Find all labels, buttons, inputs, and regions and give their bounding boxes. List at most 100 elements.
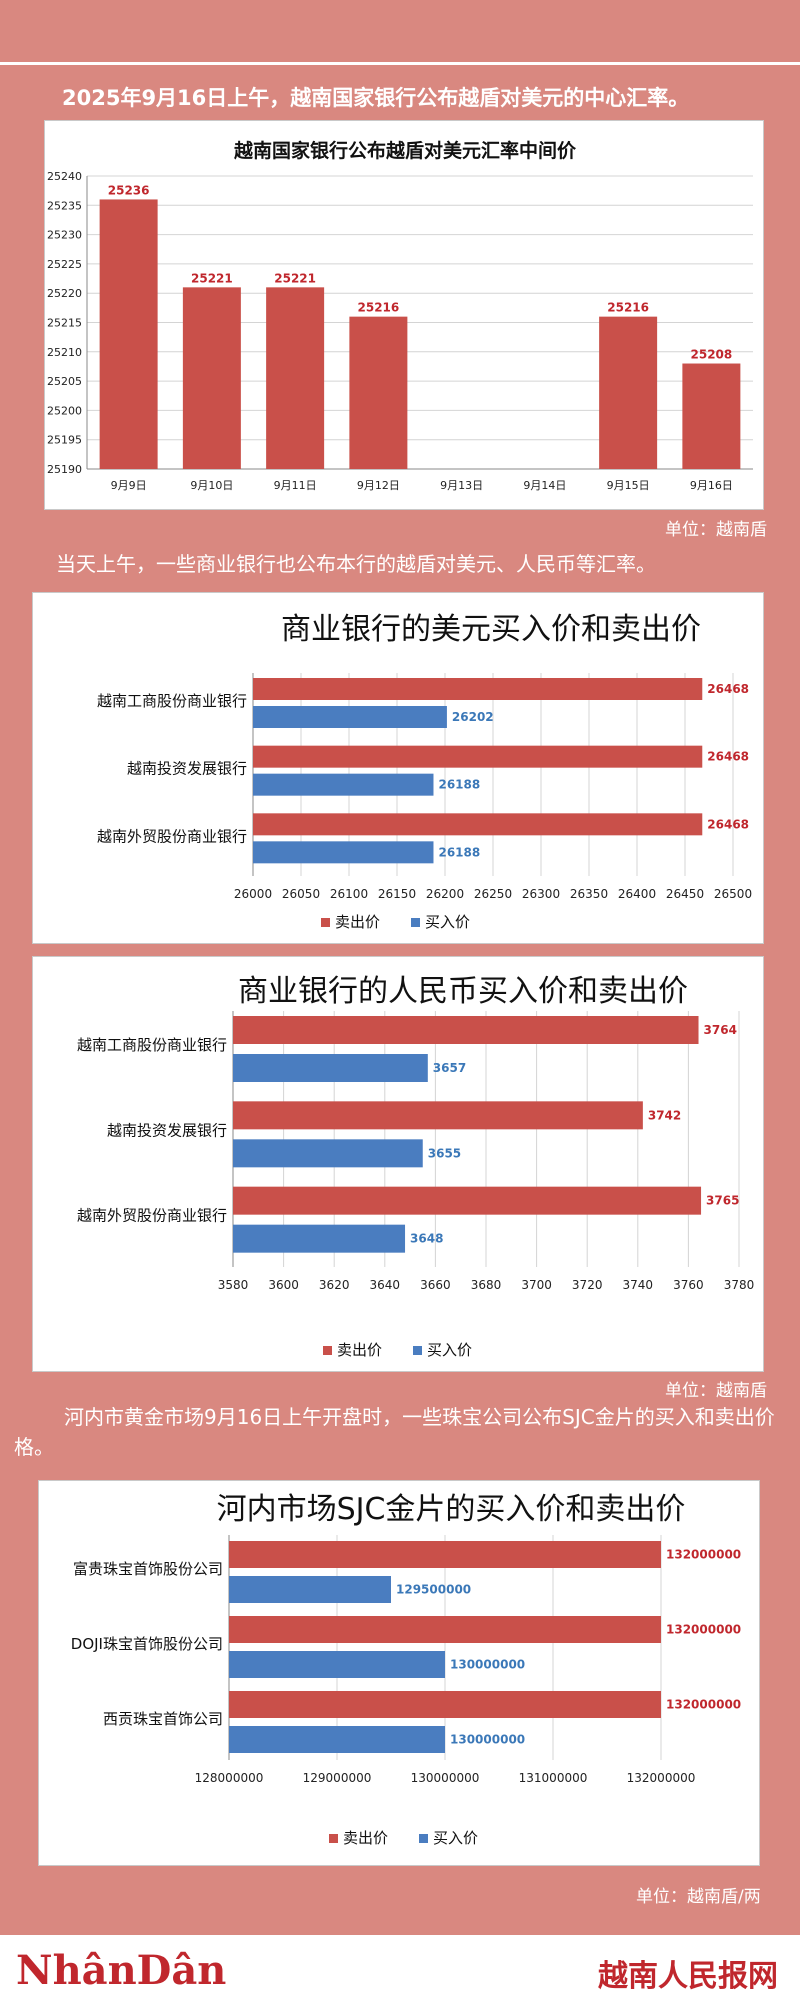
top-divider	[0, 62, 800, 65]
y-tick-label: 25230	[47, 229, 82, 242]
x-tick-label: 26400	[618, 887, 656, 901]
bar-sell	[253, 678, 703, 700]
x-tick-label: 9月14日	[523, 479, 566, 492]
y-tick-label: 25225	[47, 258, 82, 271]
x-tick-label: 3640	[370, 1278, 401, 1292]
unit-label-2: 单位：越南盾	[665, 1381, 767, 1401]
bar-buy	[229, 1576, 391, 1603]
x-tick-label: 26500	[714, 887, 752, 901]
x-tick-label: 131000000	[519, 1771, 588, 1785]
data-label: 3657	[433, 1061, 466, 1075]
y-tick-label: 25235	[47, 199, 82, 212]
bar	[182, 287, 241, 469]
x-tick-label: 3600	[268, 1278, 299, 1292]
legend-label: 卖出价	[343, 1829, 388, 1847]
x-tick-label: 3680	[471, 1278, 502, 1292]
vietnam-peoples-daily-logo: 越南人民报网	[598, 1959, 778, 1994]
y-tick-label: 25215	[47, 317, 82, 330]
data-label: 3648	[410, 1232, 443, 1246]
legend-label: 卖出价	[337, 1341, 382, 1359]
y-tick-label: 25205	[47, 375, 82, 388]
legend-swatch	[419, 1834, 428, 1843]
bar-sell	[229, 1616, 661, 1643]
legend-swatch	[329, 1834, 338, 1843]
data-label: 132000000	[666, 1623, 741, 1637]
legend-swatch	[323, 1346, 332, 1355]
x-tick-label: 9月11日	[274, 479, 317, 492]
x-tick-label: 3580	[218, 1278, 249, 1292]
chart-title: 商业银行的美元买入价和卖出价	[281, 612, 701, 647]
legend-swatch	[321, 918, 330, 927]
chart-panel-cny: 商业银行的人民币买入价和卖出价 3580 3600 3620 3640 3660 3680 3…	[32, 956, 764, 1372]
x-tick-label: 3660	[420, 1278, 451, 1292]
data-label: 25221	[191, 271, 233, 285]
bar-sell	[253, 745, 703, 768]
y-tick-label: 25240	[47, 170, 82, 183]
x-tick-label: 26000	[234, 887, 272, 901]
data-label: 25221	[274, 271, 316, 285]
legend-label: 卖出价	[335, 913, 380, 931]
category-label: 越南投资发展银行	[127, 760, 247, 778]
x-tick-label: 26050	[282, 887, 320, 901]
x-tick-label: 26200	[426, 887, 464, 901]
data-label: 132000000	[666, 1698, 741, 1712]
x-tick-label: 26450	[666, 887, 704, 901]
usd-rate-chart: 商业银行的美元买入价和卖出价 26000 26050 26100 26150 26200 2…	[97, 612, 752, 931]
bar-sell	[253, 813, 703, 836]
unit-label-3: 单位：越南盾/两	[636, 1887, 761, 1907]
central-rate-chart: 越南国家银行公布越盾对美元汇率中间价 25190 25195 25200 25205 25…	[47, 139, 753, 492]
category-label: 越南外贸股份商业银行	[97, 827, 247, 845]
data-label: 3764	[704, 1023, 737, 1037]
data-label: 132000000	[666, 1548, 741, 1562]
y-tick-label: 25200	[47, 404, 82, 417]
data-label: 25208	[691, 348, 733, 362]
bar-buy	[229, 1651, 445, 1678]
data-label: 130000000	[450, 1733, 525, 1747]
chart-panel-usd: 商业银行的美元买入价和卖出价 26000 26050 26100 26150 26200 2…	[32, 592, 764, 944]
legend-label: 买入价	[427, 1341, 472, 1359]
bar-sell	[233, 1016, 699, 1044]
nhandan-logo: NhânDân	[16, 1947, 227, 1994]
data-label: 3655	[428, 1146, 461, 1160]
x-tick-label: 26250	[474, 887, 512, 901]
category-label: 越南工商股份商业银行	[97, 692, 247, 710]
bar-buy	[233, 1224, 406, 1253]
bar	[682, 363, 741, 469]
chart-panel-gold: 河内市场SJC金片的买入价和卖出价 128000000 129000000 13000…	[38, 1480, 760, 1866]
data-label: 3765	[706, 1194, 739, 1208]
category-label: 越南工商股份商业银行	[77, 1036, 227, 1054]
data-label: 26468	[707, 682, 749, 696]
x-tick-label: 9月9日	[111, 479, 147, 492]
unit-label-1: 单位：越南盾	[665, 520, 767, 540]
x-tick-label: 26300	[522, 887, 560, 901]
y-tick-label: 25220	[47, 287, 82, 300]
bar-buy	[253, 841, 434, 864]
bar-buy	[253, 706, 447, 728]
bar-buy	[253, 773, 434, 796]
category-label: DOJI珠宝首饰股份公司	[71, 1635, 223, 1653]
x-tick-label: 129000000	[303, 1771, 372, 1785]
x-tick-label: 9月12日	[357, 479, 400, 492]
bar-sell	[233, 1186, 702, 1215]
data-label: 26468	[707, 750, 749, 764]
data-label: 130000000	[450, 1658, 525, 1672]
legend-swatch	[411, 918, 420, 927]
y-tick-label: 25195	[47, 434, 82, 447]
bar-sell	[229, 1691, 661, 1718]
x-tick-label: 26150	[378, 887, 416, 901]
bar	[99, 199, 158, 469]
data-label: 26468	[707, 817, 749, 831]
chart-panel-central-rate: 越南国家银行公布越盾对美元汇率中间价 25190 25195 25200 25205 25…	[44, 120, 764, 510]
data-label: 25236	[108, 183, 150, 197]
gold-price-chart: 河内市场SJC金片的买入价和卖出价 128000000 129000000 13000…	[71, 1492, 741, 1847]
bar-buy	[233, 1139, 423, 1168]
footer-bar: NhânDân 越南人民报网	[0, 1935, 800, 2000]
bar-buy	[233, 1054, 428, 1082]
category-label: 富贵珠宝首饰股份公司	[73, 1560, 223, 1578]
data-label: 25216	[607, 301, 649, 315]
bar	[349, 316, 408, 469]
bar-sell	[229, 1541, 661, 1568]
legend-swatch	[413, 1346, 422, 1355]
bar	[266, 287, 325, 469]
legend-label: 买入价	[425, 913, 470, 931]
